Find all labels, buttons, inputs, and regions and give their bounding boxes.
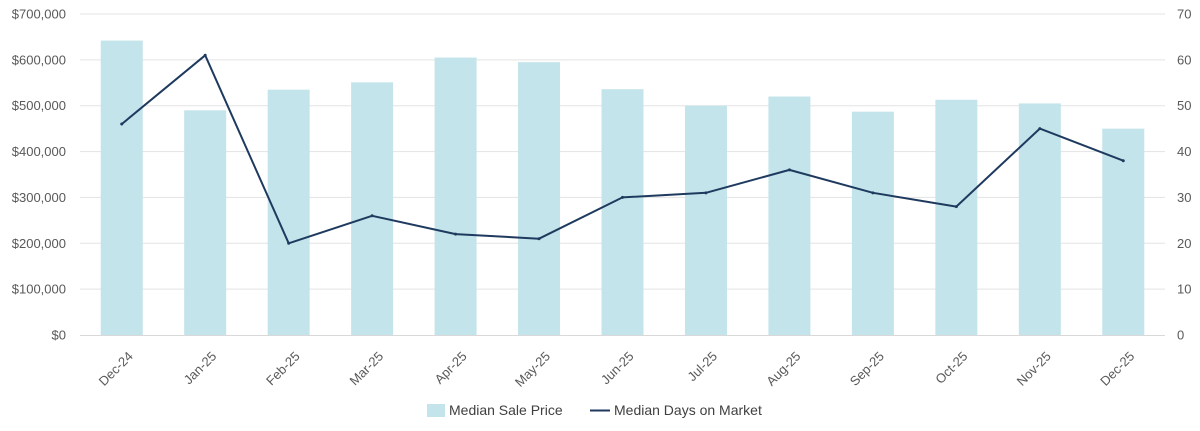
bar-median-sale-price <box>684 105 727 335</box>
bar-median-sale-price <box>601 89 644 335</box>
x-axis-tick-label: Oct-25 <box>932 349 970 387</box>
right-axis-tick-label: 40 <box>1177 144 1191 159</box>
left-axis-tick-label: $100,000 <box>12 282 66 297</box>
left-axis: $0 $100,000 $200,000 $300,000 $400,000 $500,0… <box>12 7 66 343</box>
median-sale-price-bars <box>100 40 1145 336</box>
x-axis-tick-label: Nov-25 <box>1014 349 1054 389</box>
point-median-days-on-market <box>621 195 624 199</box>
point-median-days-on-market <box>787 168 791 172</box>
point-median-days-on-market <box>120 122 124 126</box>
x-axis-tick-label: Sep-25 <box>847 349 887 389</box>
legend-swatch-median-sale-price <box>427 404 445 417</box>
point-median-days-on-market <box>370 214 374 218</box>
x-axis-tick-label: Jul-25 <box>684 349 720 385</box>
x-axis-tick-label: Mar-25 <box>347 349 387 389</box>
legend-label-median-days-on-market: Median Days on Market <box>614 402 762 418</box>
left-axis-tick-label: $700,000 <box>12 7 66 22</box>
point-median-days-on-market <box>537 237 541 241</box>
x-axis-tick-label: Aug-25 <box>763 349 803 389</box>
right-axis-tick-label: 60 <box>1177 52 1191 67</box>
point-median-days-on-market <box>203 53 207 57</box>
right-axis-tick-label: 10 <box>1177 282 1191 297</box>
point-median-days-on-market <box>954 205 958 209</box>
left-axis-tick-label: $200,000 <box>12 236 66 251</box>
point-median-days-on-market <box>1121 159 1125 163</box>
right-axis-tick-label: 30 <box>1177 190 1191 205</box>
right-axis-tick-label: 20 <box>1177 236 1191 251</box>
point-median-days-on-market <box>871 191 875 195</box>
right-axis-tick-label: 50 <box>1177 98 1191 113</box>
bar-median-sale-price <box>851 111 894 335</box>
bar-median-sale-price <box>434 57 477 336</box>
x-axis: Dec-24 Jan-25 Feb-25 Mar-25 Apr-25 May-25 Jun-… <box>96 349 1138 390</box>
bar-median-sale-price <box>351 82 394 335</box>
legend: Median Sale Price Median Days on Market <box>427 402 762 418</box>
left-axis-tick-label: $0 <box>52 328 66 343</box>
point-median-days-on-market <box>287 241 291 245</box>
x-axis-tick-label: Feb-25 <box>263 349 303 389</box>
x-axis-tick-label: Dec-25 <box>1097 349 1137 389</box>
x-axis-tick-label: May-25 <box>512 349 553 390</box>
median-days-line-series <box>120 53 1125 245</box>
bar-median-sale-price <box>184 110 227 335</box>
x-axis-tick-label: Jan-25 <box>181 349 220 388</box>
bar-median-sale-price <box>100 40 143 336</box>
bar-median-sale-price <box>518 62 561 336</box>
right-axis: 0 10 20 30 40 50 60 70 <box>1177 7 1191 343</box>
x-axis-tick-label: Apr-25 <box>431 349 469 387</box>
bar-median-sale-price <box>1018 103 1061 336</box>
left-axis-tick-label: $300,000 <box>12 190 66 205</box>
left-axis-tick-label: $600,000 <box>12 52 66 67</box>
point-median-days-on-market <box>454 232 458 236</box>
legend-label-median-sale-price: Median Sale Price <box>449 402 563 418</box>
bar-median-sale-price <box>1102 128 1145 335</box>
point-median-days-on-market <box>704 191 708 195</box>
right-axis-tick-label: 0 <box>1177 328 1184 343</box>
bar-median-sale-price <box>768 96 811 336</box>
right-axis-tick-label: 70 <box>1177 7 1191 22</box>
bar-median-sale-price <box>935 99 978 335</box>
x-axis-tick-label: Jun-25 <box>598 349 637 388</box>
point-median-days-on-market <box>1038 127 1042 131</box>
left-axis-tick-label: $500,000 <box>12 98 66 113</box>
x-axis-tick-label: Dec-24 <box>96 349 136 389</box>
left-axis-tick-label: $400,000 <box>12 144 66 159</box>
